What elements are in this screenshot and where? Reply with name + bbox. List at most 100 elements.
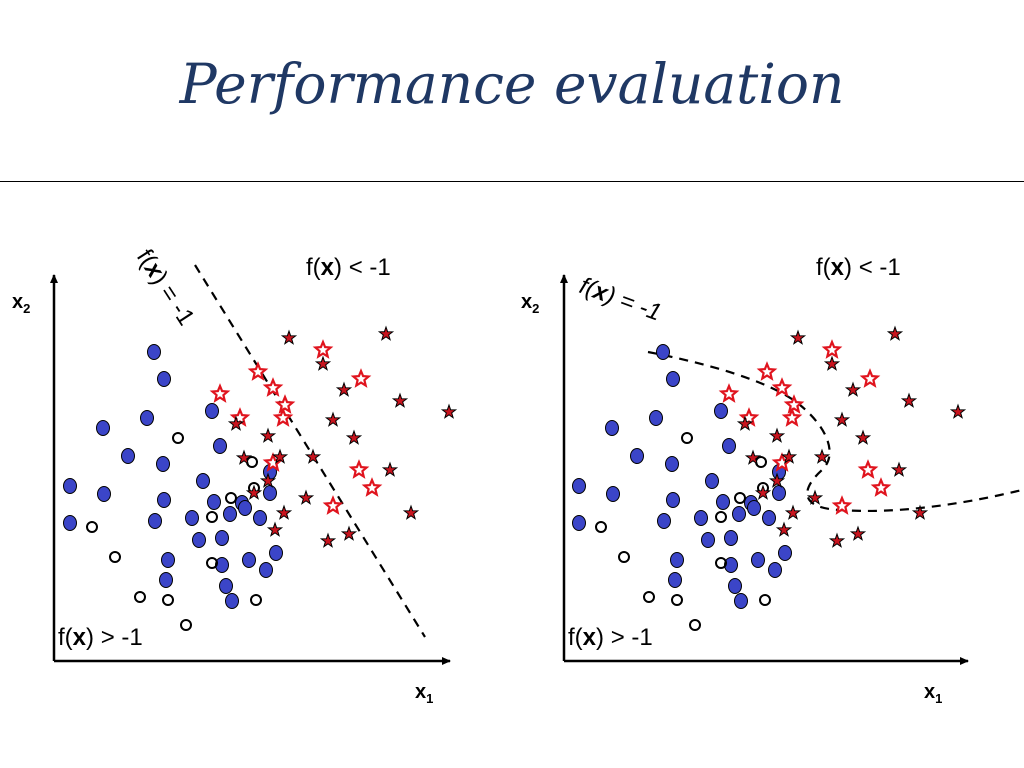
dark-star-point [259,472,277,488]
blue-dot-point [213,438,227,454]
red-star-point [781,407,803,427]
blue-dot-point [714,403,728,419]
red-star-point [718,383,740,403]
y-axis-label: x2 [12,291,30,316]
blue-dot-point [148,513,162,529]
decision-boundary [647,350,1023,513]
blue-dot-point [63,515,77,531]
dark-star-point [754,484,772,500]
red-star-point [209,383,231,403]
red-star-point [756,361,778,381]
red-star-point [783,394,805,414]
red-star-point [262,377,284,397]
open-circle-point [595,521,607,533]
red-star-point [859,368,881,388]
data-points [572,325,967,631]
dark-star-point [335,381,353,397]
blue-dot-point [269,545,283,561]
boundary-label: f(x) = -1 [576,272,665,326]
blue-dot-point [63,478,77,494]
blue-dot-point [225,593,239,609]
open-circle-point [162,594,174,606]
dark-star-point [280,329,298,345]
dark-star-point [849,525,867,541]
dark-star-point [381,461,399,477]
red-star-point [247,361,269,381]
red-star-point [361,477,383,497]
red-star-point [322,495,344,515]
open-circle-point [643,591,655,603]
blue-dot-point [121,448,135,464]
dark-star-point [377,325,395,341]
region-lower-label: f(x) > -1 [568,624,653,651]
dark-star-point [314,355,332,371]
panel-right: x2 x1 f(x) < -1 f(x) > -1 f(x) = -1 [521,254,1023,706]
blue-dot-point [649,410,663,426]
open-circle-point [755,456,767,468]
dark-star-point [440,403,458,419]
slide-title: Performance evaluation [179,52,845,116]
dark-star-point [949,403,967,419]
blue-dot-point [140,410,154,426]
blue-dot-point [705,473,719,489]
red-star-point [857,459,879,479]
x-axis-label: x1 [924,681,942,706]
blue-dot-point [207,494,221,510]
dark-star-point [227,415,245,431]
red-star-point [350,368,372,388]
blue-dot-point [572,478,586,494]
dark-star-point [235,449,253,465]
open-circle-point [86,521,98,533]
red-star-point [821,339,843,359]
blue-dot-point [630,448,644,464]
blue-dot-point [185,510,199,526]
dark-star-point [345,429,363,445]
blue-dot-point [728,578,742,594]
dark-star-point [844,381,862,397]
dark-star-point [833,411,851,427]
x-axis-label: x1 [415,681,433,706]
region-upper-label: f(x) < -1 [816,254,901,281]
dark-star-point [245,484,263,500]
red-star-point [312,339,334,359]
blue-dot-point [772,485,786,501]
red-star-point [348,459,370,479]
blue-dot-point [724,557,738,573]
dark-star-point [259,427,277,443]
dark-star-point [775,521,793,537]
blue-dot-point [716,494,730,510]
blue-dot-point [215,557,229,573]
open-circle-point [681,432,693,444]
red-star-point [272,407,294,427]
blue-dot-point [668,572,682,588]
blue-dot-point [263,485,277,501]
open-circle-point [250,594,262,606]
dark-star-point [744,449,762,465]
blue-dot-point [605,420,619,436]
blue-dot-point [732,506,746,522]
blue-dot-point [694,510,708,526]
dark-star-point [402,504,420,520]
region-upper-label: f(x) < -1 [306,254,391,281]
open-circle-point [715,557,727,569]
dark-star-point [854,429,872,445]
blue-dot-point [156,456,170,472]
dark-star-point [828,532,846,548]
dark-star-point [340,525,358,541]
blue-dot-point [97,486,111,502]
blue-dot-point [242,552,256,568]
dark-star-point [911,504,929,520]
blue-dot-point [656,344,670,360]
blue-dot-point [205,403,219,419]
open-circle-point [225,492,237,504]
open-circle-point [715,511,727,523]
dark-star-point [266,521,284,537]
blue-dot-point [147,344,161,360]
blue-dot-point [238,500,252,516]
blue-dot-point [722,438,736,454]
blue-dot-point [223,506,237,522]
blue-dot-point [778,545,792,561]
region-lower-label: f(x) > -1 [58,624,143,651]
y-axis-label: x2 [521,291,539,316]
dark-star-point [900,392,918,408]
